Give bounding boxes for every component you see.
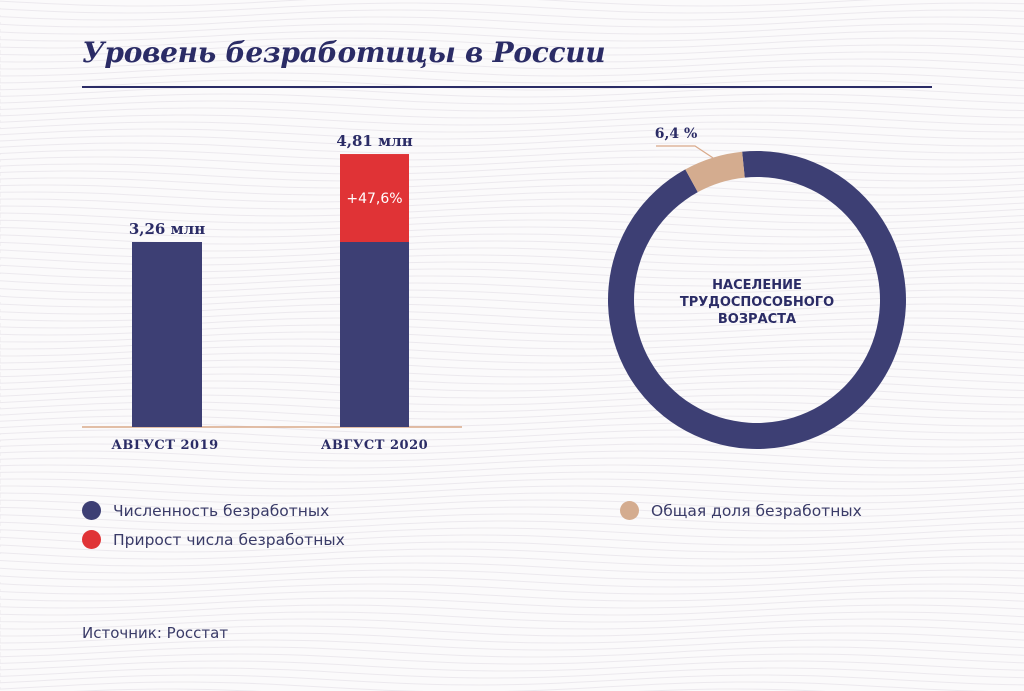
legend-swatch-beige <box>620 501 639 520</box>
growth-percent-label: +47,6% <box>346 191 402 207</box>
legend-label-unemployed: Численность безработных <box>113 501 330 520</box>
legend-item-unemployed: Численность безработных <box>82 501 329 520</box>
chart-title: Уровень безработицы в России <box>82 36 606 69</box>
legend-item-growth: Прирост числа безработных <box>82 530 345 549</box>
bar-2020-unemployed <box>340 242 409 427</box>
donut-center-line-3: ВОЗРАСТА <box>718 312 796 327</box>
x-tick-2019: АВГУСТ 2019 <box>111 438 218 453</box>
legend-swatch-red <box>82 530 101 549</box>
bar-2019-unemployed <box>132 242 202 427</box>
donut-center-line-1: НАСЕЛЕНИЕ <box>712 278 802 293</box>
bar-chart: 3,26 млн +47,6% 4,81 млн АВГУСТ 2019 АВГ… <box>82 132 462 453</box>
value-label-2019: 3,26 млн <box>129 220 205 238</box>
x-tick-2020: АВГУСТ 2020 <box>321 438 428 453</box>
slice-leader-line <box>656 145 714 159</box>
slice-label-unemployed: 6,4 % <box>655 126 698 142</box>
donut-chart: 6,4 % НАСЕЛЕНИЕ ТРУДОСПОСОБНОГО ВОЗРАСТА <box>608 126 907 450</box>
title-divider <box>82 86 932 88</box>
legend-item-share: Общая доля безработных <box>620 501 862 520</box>
legend-label-growth: Прирост числа безработных <box>113 530 345 549</box>
source-note: Источник: Росстат <box>82 624 229 642</box>
value-label-2020: 4,81 млн <box>336 132 412 150</box>
legend-label-share: Общая доля безработных <box>651 501 862 520</box>
legend-swatch-navy <box>82 501 101 520</box>
bar-2020-growth <box>340 154 409 242</box>
donut-slice-unemployed <box>685 151 745 193</box>
donut-center-line-2: ТРУДОСПОСОБНОГО <box>680 295 834 310</box>
